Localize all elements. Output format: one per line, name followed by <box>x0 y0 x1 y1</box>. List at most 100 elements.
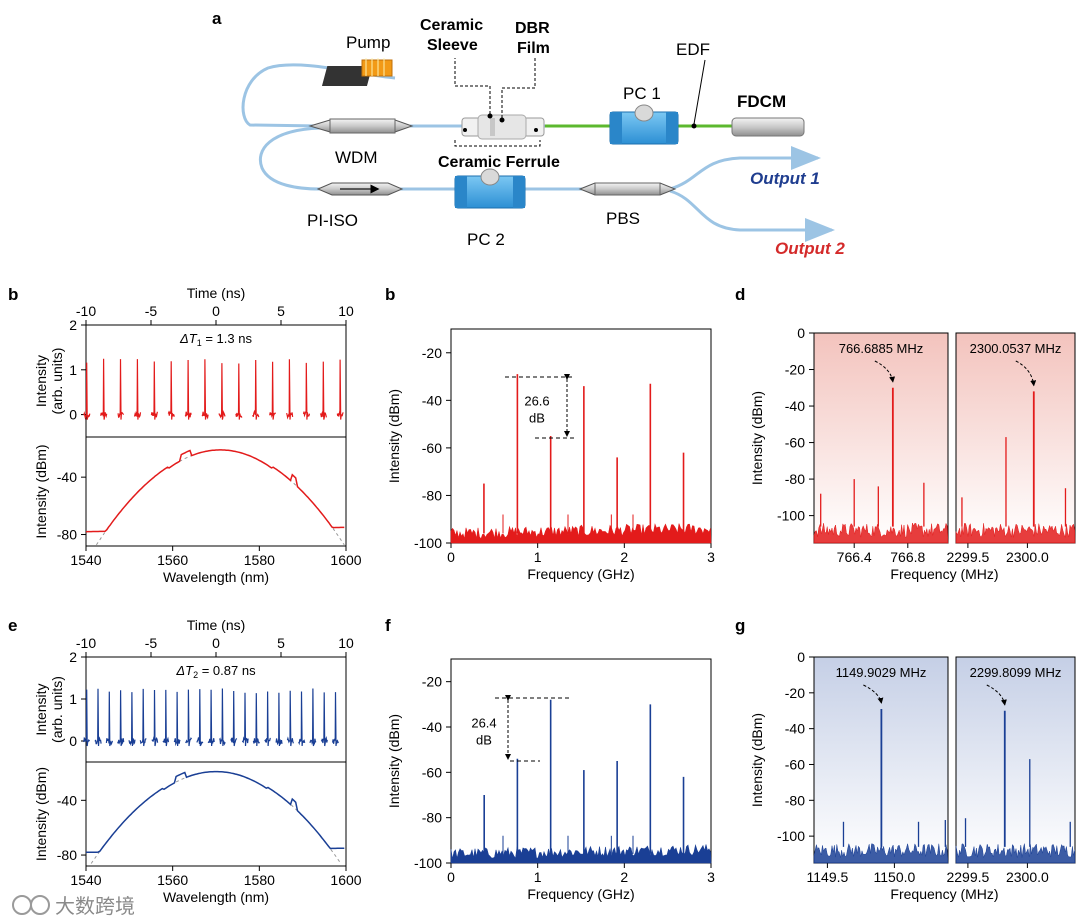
zoom-noise <box>955 523 1076 544</box>
peak-frequency-label: 2300.0537 MHz <box>970 341 1062 356</box>
wl-tick-label: 1600 <box>330 872 361 888</box>
spec-y-tick-label: -80 <box>57 847 77 863</box>
annotation-value: 26.4 <box>471 716 496 731</box>
wl-tick-label: 1560 <box>157 872 188 888</box>
y-axis-title: Intensity (dBm) <box>386 389 402 483</box>
pbs <box>578 182 677 196</box>
pulse-train <box>83 358 344 420</box>
panel-c_rf: 0 1 2 3 Frequency (GHz) -20 -40 -60 -80 -100 Inten… <box>386 328 715 582</box>
x-axis-title: Frequency (MHz) <box>890 566 998 582</box>
plot-frame <box>85 324 347 547</box>
panel-d_zoom: 766.4 766.8 0 -20 -40 -60 -80 -100 766.6885 MHz 2… <box>749 325 1076 582</box>
y-tick-label: -40 <box>422 392 442 408</box>
noise-floor <box>450 844 712 864</box>
spec-y-label: Intensity (dBm) <box>33 767 49 861</box>
pulse-train <box>83 688 339 747</box>
panel-b_time: -10 -5 0 5 10 Time (ns) 0 1 2 Intensity (arb. unit… <box>33 285 362 585</box>
label-edf: EDF <box>676 40 710 59</box>
y-tick-label: -60 <box>785 435 805 451</box>
x-tick-label: 2299.5 <box>946 549 989 565</box>
x-tick-label: 2 <box>620 549 628 565</box>
label-pi-iso: PI-ISO <box>307 211 358 230</box>
panel-label-b-middle: b <box>385 285 395 304</box>
y-tick-label: -100 <box>414 535 442 551</box>
y-tick-label: -20 <box>785 685 805 701</box>
time-y-tick-label: 2 <box>69 649 77 665</box>
y-tick-label: -20 <box>785 362 805 378</box>
y-axis-title: Intensity (dBm) <box>749 713 765 807</box>
annotation-unit: dB <box>476 733 492 748</box>
label-wdm: WDM <box>335 148 377 167</box>
y-tick-label: 0 <box>797 325 805 341</box>
watermark: 大数跨境 <box>12 895 135 918</box>
label-output2: Output 2 <box>775 239 845 258</box>
zoom-frame <box>955 656 1076 864</box>
wl-tick-label: 1560 <box>157 552 188 568</box>
x-tick-label: 3 <box>707 549 715 565</box>
time-tick-label: 5 <box>277 303 285 319</box>
y-tick-label: -20 <box>422 674 442 690</box>
time-tick-label: -10 <box>76 635 96 651</box>
wl-axis-title: Wavelength (nm) <box>163 889 269 905</box>
x-tick-label: 1149.5 <box>807 869 849 885</box>
x-tick-label: 0 <box>447 869 455 885</box>
peak-frequency-label: 1149.9029 MHz <box>836 665 927 680</box>
watermark-text: 大数跨境 <box>55 895 135 918</box>
wl-tick-label: 1580 <box>244 872 275 888</box>
time-y-tick-label: 1 <box>69 362 77 378</box>
pc2 <box>454 168 526 209</box>
time-tick-label: 0 <box>212 303 220 319</box>
label-dbr-1: DBR <box>515 20 550 37</box>
pc1 <box>609 104 679 145</box>
y-tick-label: -40 <box>422 719 442 735</box>
spec-y-tick-label: -40 <box>57 792 77 808</box>
x-tick-label: 1 <box>534 549 542 565</box>
panel-label-e: e <box>8 616 17 635</box>
label-ceramic-sleeve-1: Ceramic <box>420 17 483 34</box>
time-tick-label: 10 <box>338 303 354 319</box>
x-tick-label: 1150.0 <box>874 869 916 885</box>
panel-f_rf: 0 1 2 3 Frequency (GHz) -20 -40 -60 -80 -100 Inten… <box>386 658 715 902</box>
noise-floor <box>450 523 712 544</box>
delta-t-annotation: ΔT2 = 0.87 ns <box>175 663 256 680</box>
x-tick-label: 1 <box>534 869 542 885</box>
output1-fiber <box>669 146 821 191</box>
zoom-noise <box>955 843 1076 864</box>
time-tick-label: 5 <box>277 635 285 651</box>
wl-tick-label: 1580 <box>244 552 275 568</box>
zoom-noise <box>813 522 949 544</box>
optical-spectrum <box>85 449 345 533</box>
label-pc1: PC 1 <box>623 84 661 103</box>
time-y-tick-label: 1 <box>69 691 77 707</box>
y-tick-label: -60 <box>422 440 442 456</box>
time-tick-label: 0 <box>212 635 220 651</box>
x-tick-label: 2300.0 <box>1006 869 1049 885</box>
edf-pointer <box>693 59 706 125</box>
zoom-frame <box>813 332 949 544</box>
spec-y-label: Intensity (dBm) <box>33 444 49 538</box>
x-tick-label: 766.8 <box>890 549 925 565</box>
time-y-label-units: (arb. units) <box>49 348 65 415</box>
y-tick-label: 0 <box>797 649 805 665</box>
panel-label-a: a <box>212 9 222 28</box>
x-tick-label: 2300.0 <box>1006 549 1049 565</box>
peak-frequency-label: 2299.8099 MHz <box>970 665 1062 680</box>
x-axis-title: Frequency (GHz) <box>527 566 634 582</box>
output2-fiber <box>669 189 835 242</box>
time-y-tick-label: 0 <box>69 407 77 423</box>
label-fdcm: FDCM <box>737 92 786 111</box>
ceramic-ferrule <box>454 58 545 147</box>
panel-e_time: -10 -5 0 5 10 Time (ns) 0 1 2 Intensity (arb. unit… <box>33 617 362 905</box>
time-tick-label: -5 <box>145 303 158 319</box>
peak-pointer <box>986 684 1007 706</box>
pi-iso <box>316 182 404 196</box>
label-pbs: PBS <box>606 209 640 228</box>
x-tick-label: 3 <box>707 869 715 885</box>
peak-pointer <box>863 684 884 704</box>
panel-label-b-left: b <box>8 285 18 304</box>
loop-fiber <box>259 126 321 191</box>
annotation-value: 26.6 <box>524 394 549 409</box>
y-tick-label: -100 <box>777 508 805 524</box>
